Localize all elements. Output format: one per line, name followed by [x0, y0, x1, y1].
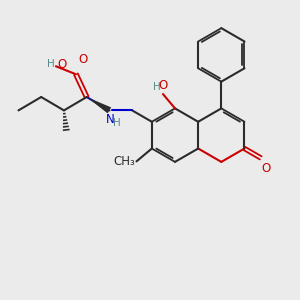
- Polygon shape: [87, 97, 111, 113]
- Text: O: O: [262, 162, 271, 175]
- Text: H: H: [47, 59, 55, 69]
- Text: H: H: [113, 118, 121, 128]
- Text: H: H: [153, 82, 161, 92]
- Text: O: O: [158, 79, 168, 92]
- Text: O: O: [78, 53, 87, 66]
- Text: CH₃: CH₃: [114, 155, 136, 168]
- Text: O: O: [57, 58, 66, 71]
- Text: N: N: [106, 113, 115, 126]
